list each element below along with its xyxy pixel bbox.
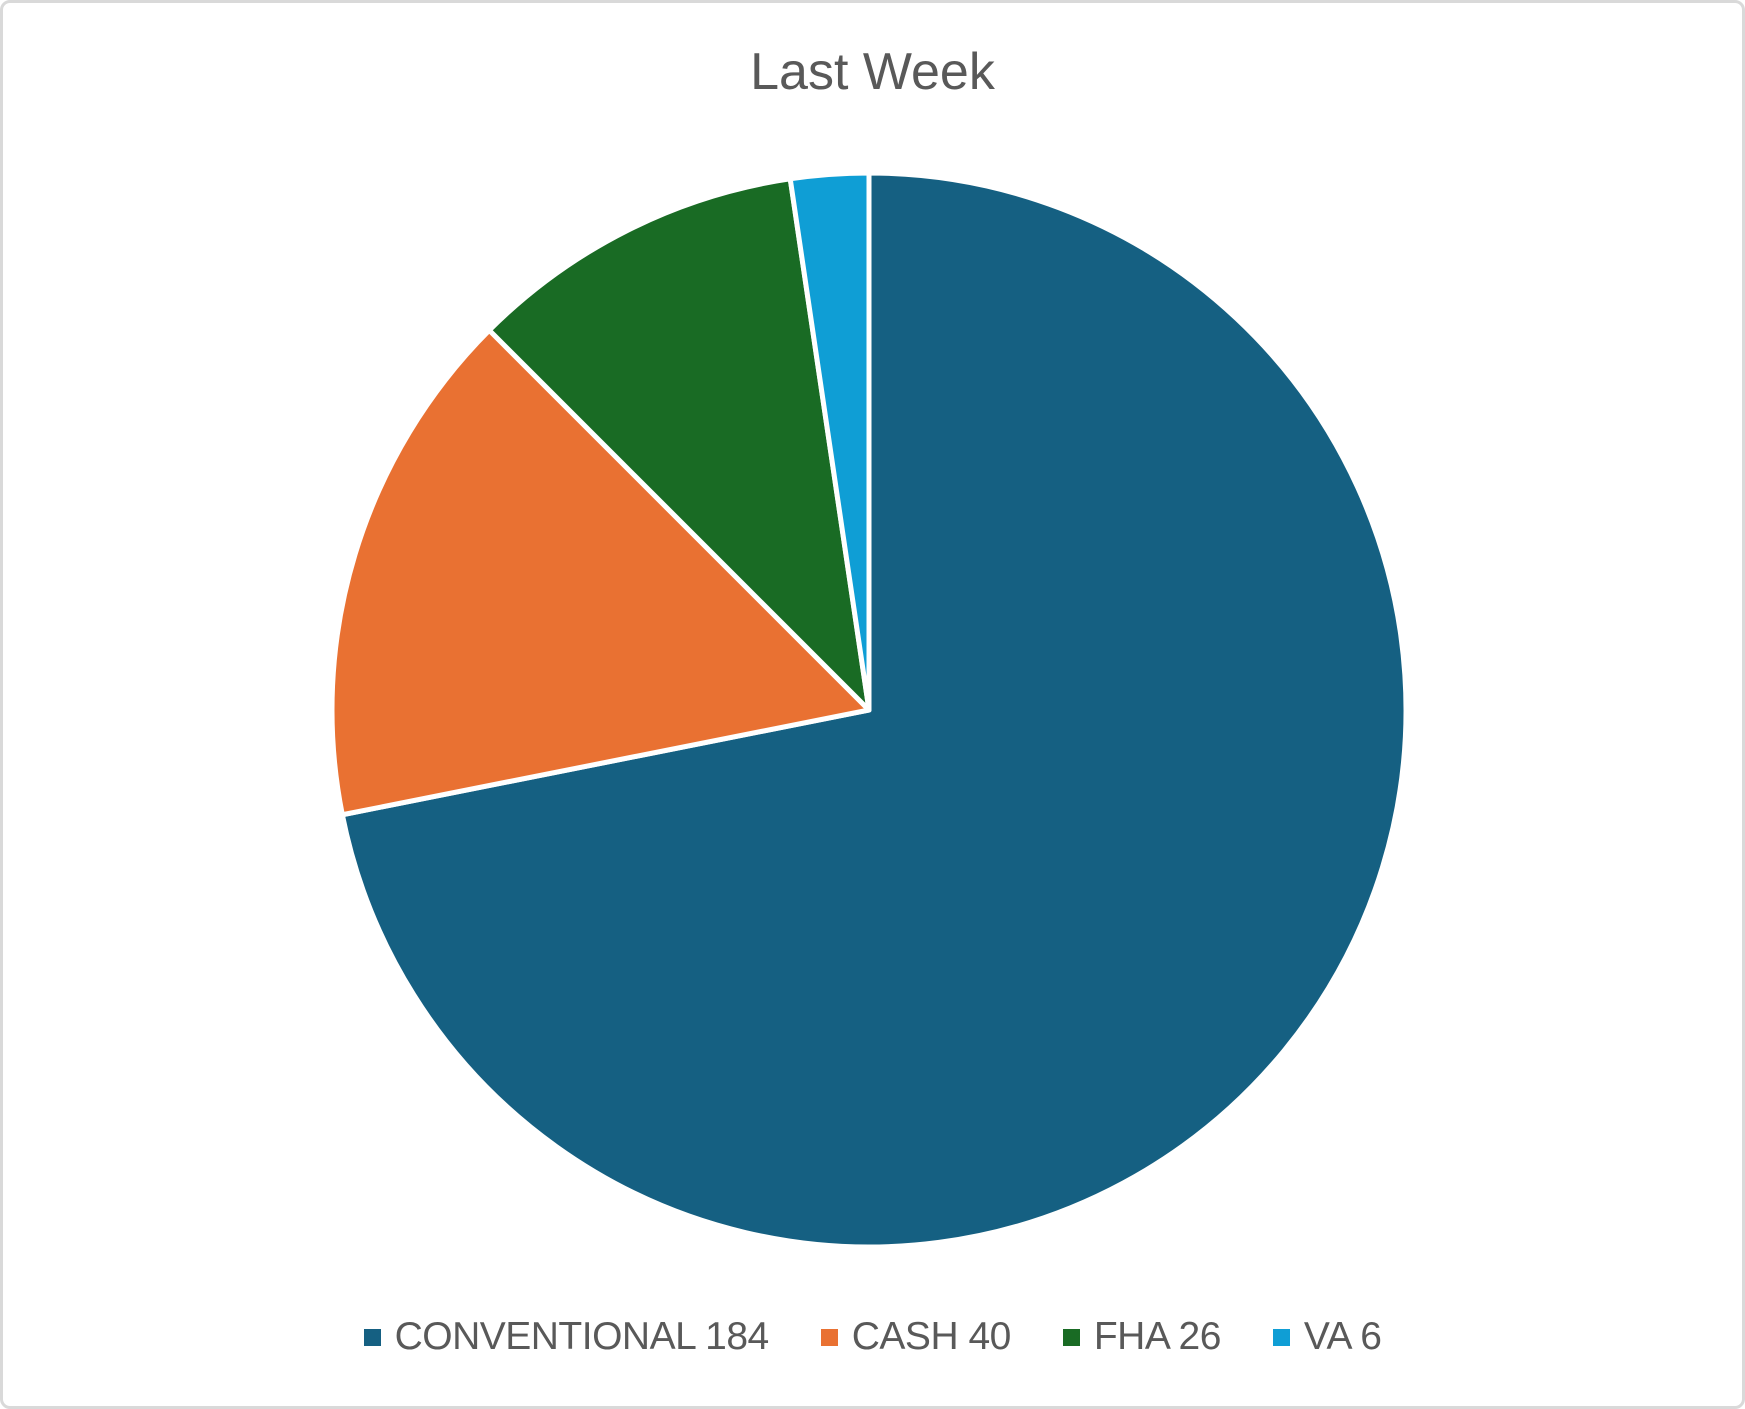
legend-label-conventional: CONVENTIONAL 184 — [394, 1315, 770, 1358]
pie-slice-fha[interactable] — [486, 176, 872, 713]
legend-item-conventional[interactable]: CONVENTIONAL 184 — [363, 1315, 770, 1359]
legend-label-fha: FHA 26 — [1093, 1315, 1222, 1358]
pie-slice-conventional[interactable] — [339, 170, 1409, 1250]
legend-item-fha[interactable]: FHA 26 — [1062, 1315, 1222, 1359]
legend-marker-cash-icon — [820, 1328, 838, 1346]
legend-marker-va-icon — [1272, 1328, 1290, 1346]
pie-slice-cash[interactable] — [329, 327, 872, 818]
legend-marker-conventional-icon — [363, 1328, 381, 1346]
legend: CONVENTIONAL 184 CASH 40 FHA 26 VA 6 — [3, 1315, 1742, 1359]
legend-label-va: VA 6 — [1303, 1315, 1382, 1358]
legend-item-va[interactable]: VA 6 — [1272, 1315, 1382, 1359]
legend-marker-fha-icon — [1062, 1328, 1080, 1346]
legend-item-cash[interactable]: CASH 40 — [820, 1315, 1012, 1359]
pie-chart — [329, 170, 1409, 1250]
chart-title: Last Week — [750, 43, 995, 101]
pie-slice-va[interactable] — [787, 170, 872, 713]
legend-label-cash: CASH 40 — [851, 1315, 1012, 1358]
